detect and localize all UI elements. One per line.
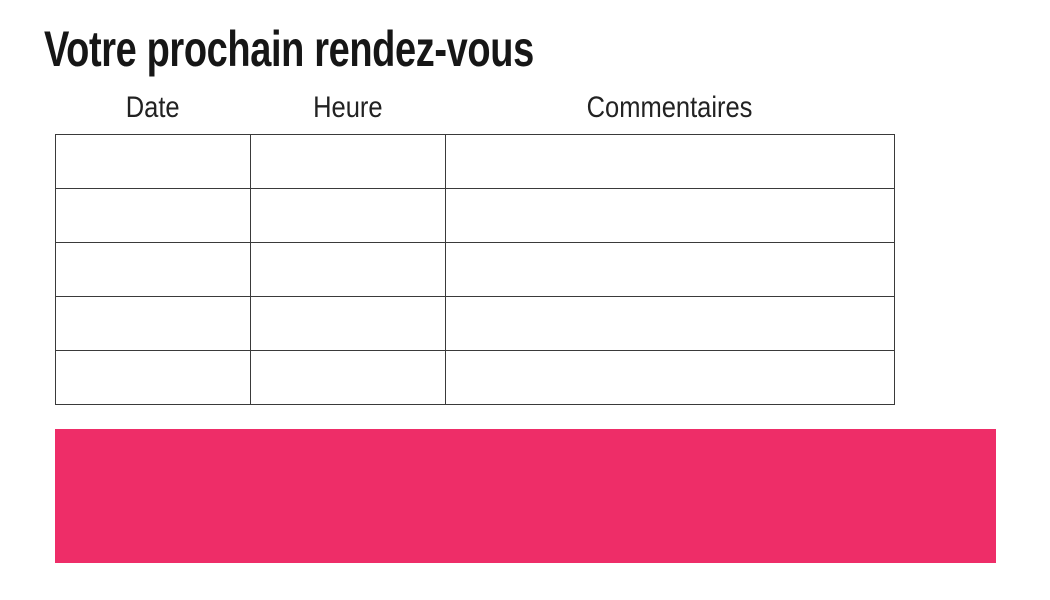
column-header-heure: Heure bbox=[250, 90, 445, 126]
table-row bbox=[55, 242, 895, 297]
table-cell bbox=[55, 350, 251, 405]
table-cell bbox=[250, 350, 446, 405]
table-cell bbox=[445, 188, 895, 243]
table-cell bbox=[445, 296, 895, 351]
table-row bbox=[55, 134, 895, 189]
table-cell bbox=[250, 242, 446, 297]
table-cell bbox=[250, 296, 446, 351]
highlight-banner bbox=[55, 429, 996, 563]
column-header-heure-label: Heure bbox=[312, 91, 383, 124]
table-row bbox=[55, 296, 895, 351]
table-cell bbox=[55, 134, 251, 189]
table-cell bbox=[55, 242, 251, 297]
table-cell bbox=[250, 188, 446, 243]
column-header-commentaires: Commentaires bbox=[445, 90, 894, 126]
table-cell bbox=[250, 134, 446, 189]
column-header-commentaires-label: Commentaires bbox=[586, 91, 753, 124]
table-cell bbox=[55, 188, 251, 243]
table-cell bbox=[445, 242, 895, 297]
column-header-date: Date bbox=[55, 90, 250, 126]
table-cell bbox=[445, 350, 895, 405]
appointments-table bbox=[55, 134, 895, 405]
table-column-headers: Date Heure Commentaires bbox=[55, 90, 894, 126]
appointments-table-body bbox=[55, 134, 895, 405]
table-cell bbox=[55, 296, 251, 351]
table-row bbox=[55, 188, 895, 243]
table-row bbox=[55, 350, 895, 405]
column-header-date-label: Date bbox=[125, 91, 180, 124]
page-title: Votre prochain rendez-vous bbox=[44, 21, 534, 77]
table-cell bbox=[445, 134, 895, 189]
